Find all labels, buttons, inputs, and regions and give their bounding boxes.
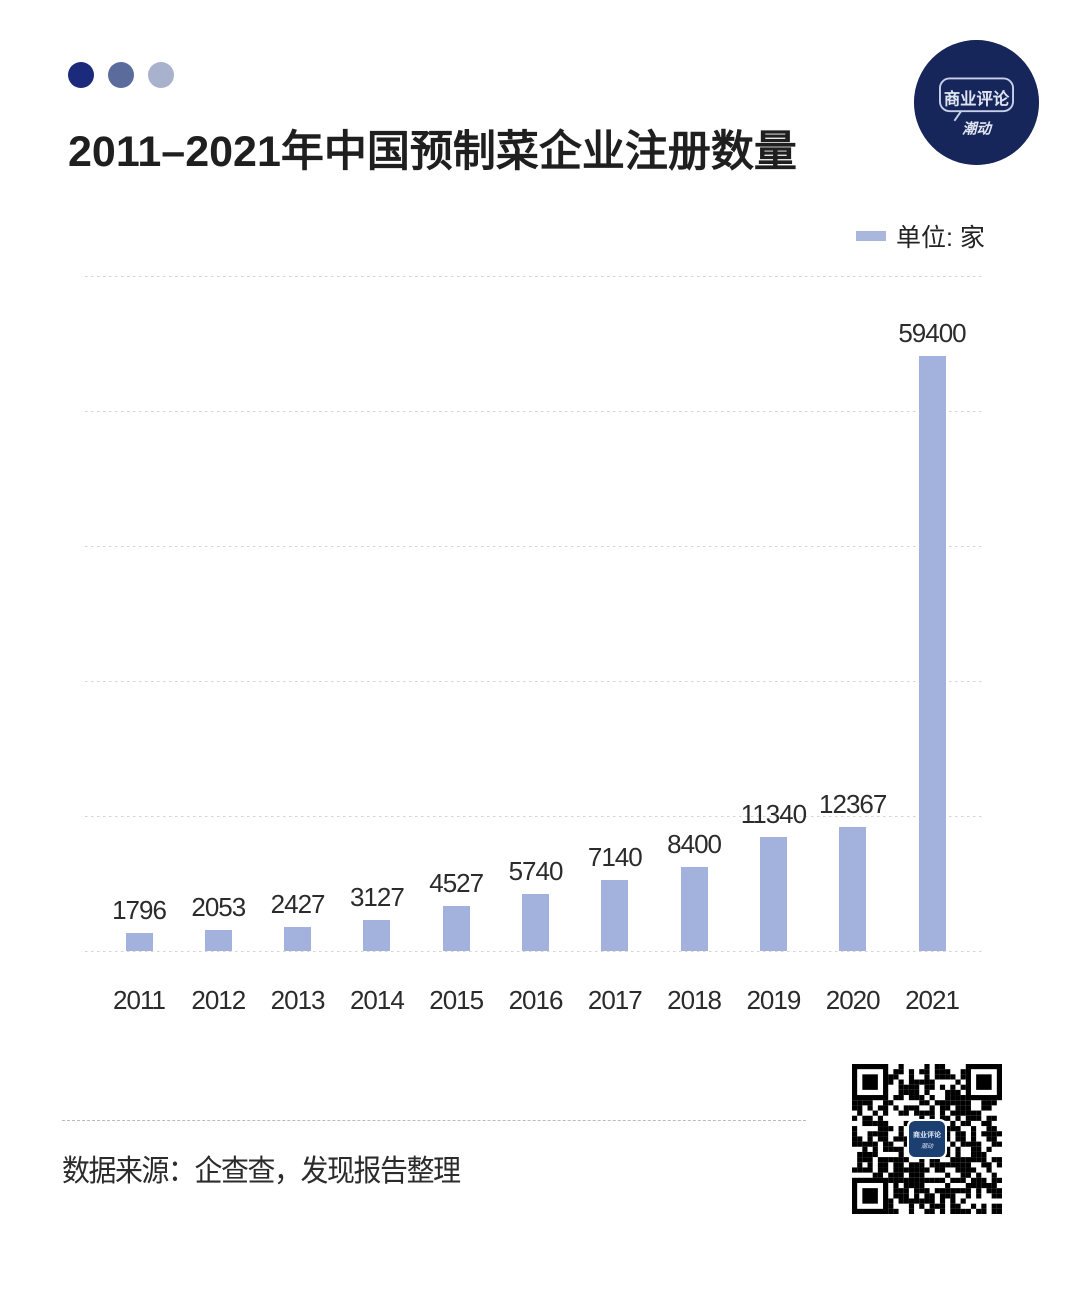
svg-text:潮动: 潮动 [921, 1142, 934, 1150]
svg-text:商业评论: 商业评论 [913, 1130, 942, 1139]
